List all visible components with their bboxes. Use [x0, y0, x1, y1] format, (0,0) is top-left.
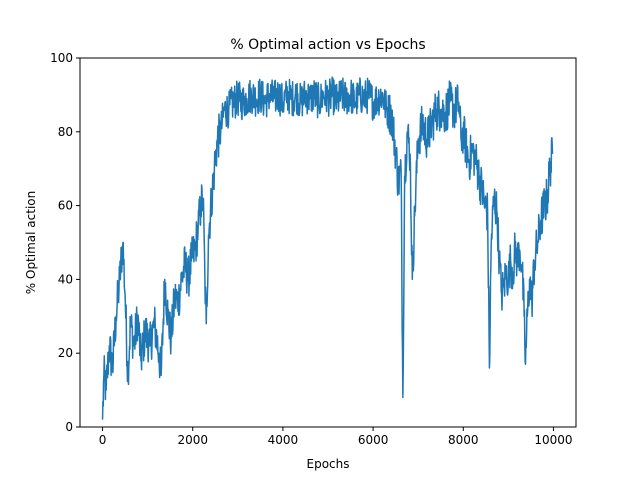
x-axis-label: Epochs — [307, 457, 350, 471]
x-tick-label: 8000 — [448, 433, 479, 447]
y-axis-ticks: 0 20 40 60 80 100 — [50, 51, 80, 434]
x-tick-label: 6000 — [358, 433, 389, 447]
x-tick-label: 0 — [99, 433, 107, 447]
x-axis-ticks: 0 2000 4000 6000 8000 10000 — [99, 427, 573, 447]
chart-title: % Optimal action vs Epochs — [230, 37, 425, 53]
y-tick-label: 60 — [58, 199, 73, 213]
y-tick-label: 100 — [50, 51, 73, 65]
y-tick-label: 20 — [58, 346, 73, 360]
x-tick-label: 4000 — [268, 433, 299, 447]
y-tick-label: 40 — [58, 272, 73, 286]
y-tick-label: 0 — [65, 420, 73, 434]
plot-content — [101, 76, 554, 420]
x-tick-label: 10000 — [534, 433, 572, 447]
series-line-0 — [101, 76, 554, 420]
axes-frame — [79, 57, 577, 428]
y-axis-label: % Optimal action — [24, 191, 38, 294]
y-tick-label: 80 — [58, 125, 73, 139]
x-tick-label: 2000 — [177, 433, 208, 447]
